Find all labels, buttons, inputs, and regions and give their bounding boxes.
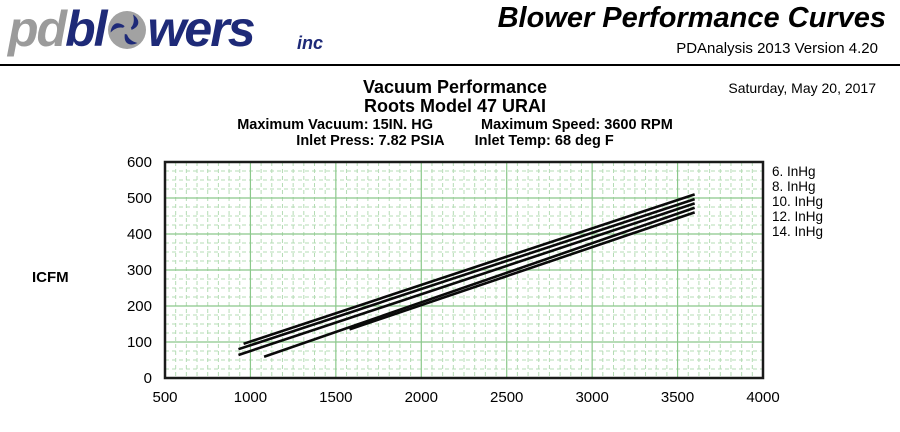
y-tick-label: 0: [144, 370, 152, 387]
x-tick-label: 3000: [575, 389, 608, 406]
logo-text-bl: bl: [65, 1, 107, 57]
impeller-icon: [107, 11, 146, 49]
pdblowers-logo: pd bl wers: [8, 0, 256, 62]
spec-row-1: Maximum Vacuum: 15IN. HG Maximum Speed: …: [145, 117, 765, 133]
series-line-10: [238, 202, 696, 357]
y-tick-label: 300: [127, 262, 152, 279]
y-tick-label: 600: [127, 154, 152, 171]
spec-inlet-temp: Inlet Temp: 68 deg F: [474, 133, 614, 149]
header-divider: [0, 64, 900, 66]
x-tick-label: 4000: [746, 389, 779, 406]
chart-legend: 6. InHg 8. InHg 10. InHg 12. InHg 14. InHg: [772, 164, 823, 239]
legend-item: 8. InHg: [772, 179, 816, 194]
x-tick-label: 1000: [234, 389, 267, 406]
series-line-12: [263, 206, 696, 358]
x-tick-label: 2000: [405, 389, 438, 406]
y-tick-label: 400: [127, 226, 152, 243]
legend-item: 10. InHg: [772, 194, 824, 209]
app-title: Blower Performance Curves: [497, 2, 886, 34]
spec-max-speed: Maximum Speed: 3600 RPM: [481, 117, 673, 133]
logo-text-wers: wers: [147, 1, 256, 57]
series-line-8: [238, 197, 696, 351]
report-title: Vacuum Performance: [362, 77, 548, 97]
series-line-6: [243, 193, 696, 346]
y-tick-label: 200: [127, 298, 152, 315]
app-version: PDAnalysis 2013 Version 4.20: [676, 40, 878, 57]
y-tick-label: 500: [127, 190, 152, 207]
y-tick-label: 100: [127, 334, 152, 351]
report-date: Saturday, May 20, 2017: [728, 80, 876, 96]
spec-inlet-press: Inlet Press: 7.82 PSIA: [296, 133, 445, 149]
x-tick-label: 500: [152, 389, 177, 406]
y-axis-label: ICFM: [32, 269, 69, 286]
plot-border: [163, 160, 765, 380]
spec-row-2: Inlet Press: 7.82 PSIA Inlet Temp: 68 de…: [145, 133, 765, 149]
legend-item: 12. InHg: [772, 209, 824, 224]
logo-text-inc: inc: [297, 33, 324, 53]
legend-item: 6. InHg: [772, 164, 816, 179]
legend-item: 14. InHg: [772, 224, 824, 239]
x-tick-label: 1500: [319, 389, 352, 406]
x-tick-label: 2500: [490, 389, 523, 406]
x-tick-label: 3500: [661, 389, 694, 406]
report-model: Roots Model 47 URAI: [363, 96, 546, 116]
series-line-14: [349, 211, 696, 331]
spec-max-vacuum: Maximum Vacuum: 15IN. HG: [237, 117, 433, 133]
logo-text-pd: pd: [8, 1, 67, 57]
